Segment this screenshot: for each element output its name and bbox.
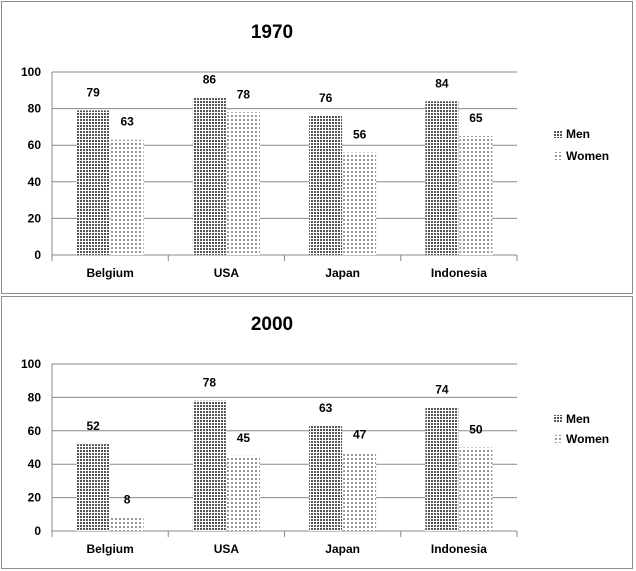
y-tick-label: 40: [28, 457, 42, 471]
bar-men-usa: [192, 400, 226, 531]
data-label: 63: [319, 401, 333, 415]
bar-men-usa: [192, 97, 226, 256]
data-label: 50: [469, 423, 483, 437]
bar-women-indonesia: [459, 136, 493, 255]
data-label: 78: [237, 87, 251, 101]
bar-women-usa: [226, 112, 260, 255]
y-tick-label: 0: [34, 248, 41, 262]
bar-men-belgium: [76, 110, 110, 256]
bar-men-belgium: [76, 444, 110, 531]
bar-women-belgium: [110, 139, 144, 255]
y-tick-label: 20: [28, 211, 42, 225]
data-label: 47: [353, 428, 367, 442]
data-label: 86: [203, 73, 217, 87]
x-category-label: Indonesia: [431, 266, 487, 280]
data-label: 74: [435, 382, 449, 396]
chart-1970: 1970 0 20 40 60 80 100 79 63 Belgium 86 78 USA 76 56 Ja…: [21, 22, 609, 280]
data-label: 65: [469, 111, 483, 125]
y-tick-label: 80: [28, 102, 42, 116]
chart-2000-panel: 2000 0 20 40 60 80 100 52 8 Belgium 78 45 USA 63 47 Jap…: [1, 296, 633, 569]
legend-swatch-men: [554, 130, 562, 138]
legend-label-women: Women: [566, 149, 609, 163]
y-tick-label: 20: [28, 491, 42, 505]
bar-women-indonesia: [459, 447, 493, 531]
data-label: 78: [203, 376, 217, 390]
data-label: 45: [237, 431, 251, 445]
y-tick-label: 0: [34, 524, 41, 538]
y-tick-label: 60: [28, 138, 42, 152]
legend-swatch-women: [554, 435, 562, 443]
y-tick-label: 60: [28, 424, 42, 438]
data-label: 63: [120, 115, 134, 129]
bar-men-indonesia: [425, 407, 459, 531]
bar-women-usa: [226, 455, 260, 531]
chart-1970-panel: 1970 0 20 40 60 80 100 79 63 Belgium 86 78 USA 76 56 Ja…: [1, 1, 633, 294]
data-label: 84: [435, 76, 449, 90]
legend-label-women: Women: [566, 432, 609, 446]
data-label: 56: [353, 128, 367, 142]
legend-label-men: Men: [566, 412, 590, 426]
data-label: 8: [124, 493, 131, 507]
legend-swatch-men: [554, 415, 562, 423]
data-label: 79: [86, 85, 100, 99]
y-tick-label: 100: [21, 65, 41, 79]
bar-women-belgium: [110, 517, 144, 531]
bar-men-japan: [309, 115, 343, 255]
x-category-label: Belgium: [86, 542, 133, 556]
y-tick-label: 80: [28, 390, 42, 404]
x-category-label: Japan: [325, 266, 360, 280]
data-label: 76: [319, 91, 333, 105]
legend-label-men: Men: [566, 127, 590, 141]
chart-title: 2000: [251, 314, 293, 335]
bar-women-japan: [343, 152, 377, 255]
chart-2000: 2000 0 20 40 60 80 100 52 8 Belgium 78 45 USA 63 47 Jap…: [21, 314, 609, 556]
chart-title: 1970: [251, 22, 293, 43]
x-category-label: Japan: [325, 542, 360, 556]
y-tick-label: 100: [21, 357, 41, 371]
bar-men-indonesia: [425, 101, 459, 255]
data-label: 52: [86, 419, 100, 433]
x-category-label: Belgium: [86, 266, 133, 280]
x-category-label: Indonesia: [431, 542, 487, 556]
x-category-label: USA: [214, 266, 240, 280]
x-category-label: USA: [214, 542, 240, 556]
bar-men-japan: [309, 425, 343, 531]
legend-swatch-women: [554, 152, 562, 160]
bar-women-japan: [343, 452, 377, 531]
y-tick-label: 40: [28, 175, 42, 189]
